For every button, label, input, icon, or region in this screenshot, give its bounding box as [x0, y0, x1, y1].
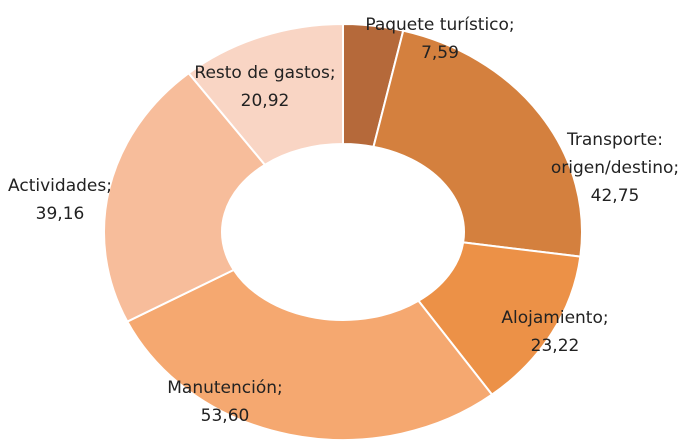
- donut-slice: [125, 268, 494, 441]
- category-label: Paquete turístico;: [365, 15, 514, 35]
- category-label-line: Resto de gastos;: [194, 63, 335, 83]
- category-label: Actividades;: [8, 176, 112, 196]
- value-label: 20,92: [241, 91, 290, 111]
- category-label-line: Actividades;: [8, 176, 112, 196]
- category-label-line: Transporte:: [566, 130, 663, 150]
- category-label: Resto de gastos;: [194, 63, 335, 83]
- donut-slice: [103, 71, 267, 323]
- category-label-line: origen/destino;: [551, 158, 679, 178]
- category-label-line: Paquete turístico;: [365, 15, 514, 35]
- donut-slice: [372, 29, 583, 258]
- value-label: 7,59: [421, 43, 459, 63]
- value-label: 53,60: [201, 406, 250, 426]
- value-label: 42,75: [591, 186, 640, 206]
- category-label: Manutención;: [167, 378, 283, 398]
- category-label-line: Manutención;: [167, 378, 283, 398]
- value-label: 39,16: [36, 204, 85, 224]
- value-label: 23,22: [531, 336, 580, 356]
- category-label: Alojamiento;: [501, 308, 608, 328]
- category-label-line: Alojamiento;: [501, 308, 608, 328]
- category-label: Transporte: origen/destino;: [551, 130, 679, 178]
- donut-slice: [187, 22, 344, 167]
